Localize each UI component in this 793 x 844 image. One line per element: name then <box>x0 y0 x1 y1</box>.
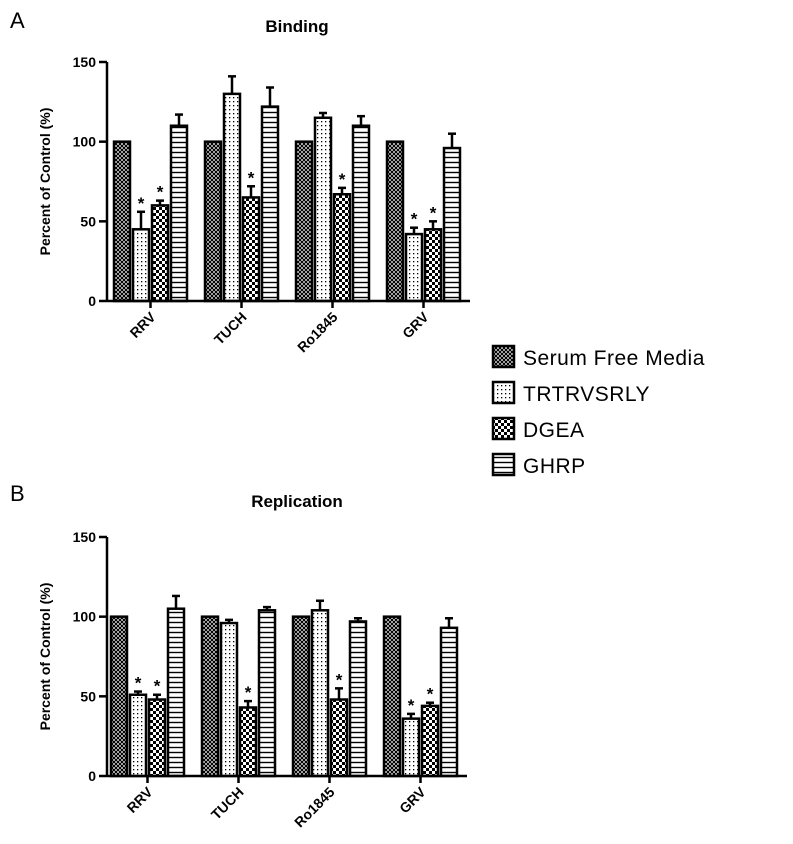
bar <box>203 140 223 303</box>
bar <box>150 204 170 303</box>
bar <box>385 140 405 303</box>
bar <box>332 192 352 303</box>
category-label: GRV <box>399 308 432 341</box>
bar <box>329 698 349 778</box>
bar <box>219 621 239 778</box>
significance-marker: * <box>138 194 145 213</box>
bar <box>128 693 148 778</box>
replication-panel: B Replication Percent of Control (%) * * RRV *… <box>10 481 467 830</box>
legend-label: Serum Free Media <box>523 347 705 370</box>
legend-label: GHRP <box>523 455 586 478</box>
significance-marker: * <box>427 685 434 704</box>
bar <box>166 607 186 778</box>
significance-marker: * <box>336 670 343 689</box>
category-label: Ro1845 <box>294 309 341 356</box>
bar <box>404 232 424 303</box>
significance-marker: * <box>339 170 346 189</box>
significance-marker: * <box>411 210 418 229</box>
significance-marker: * <box>245 683 252 702</box>
bar <box>222 92 242 303</box>
bar <box>109 615 129 778</box>
legend-swatch <box>491 416 516 441</box>
significance-marker: * <box>248 168 255 187</box>
y-tick-label: 150 <box>73 54 97 70</box>
bar <box>351 124 371 303</box>
legend-label: DGEA <box>523 419 585 442</box>
significance-marker: * <box>408 696 415 715</box>
bar <box>147 698 167 778</box>
bar <box>200 615 220 778</box>
legend-swatch <box>491 452 516 477</box>
y-tick-label: 50 <box>80 688 96 704</box>
y-tick-label: 0 <box>88 768 96 784</box>
bar <box>131 228 151 303</box>
category-label: GRV <box>396 783 429 816</box>
bar <box>238 706 258 778</box>
category-label: RRV <box>124 783 157 816</box>
legend-swatch <box>491 380 516 405</box>
legend-label: TRTRVSRLY <box>523 383 650 406</box>
category-label: TUCH <box>208 784 247 823</box>
bar <box>169 124 189 303</box>
bar <box>294 140 314 303</box>
bar <box>382 615 402 778</box>
significance-marker: * <box>430 203 437 222</box>
legend: Serum Free Media TRTRVSRLY DGEA GHRP <box>491 344 705 478</box>
category-label: RRV <box>127 308 160 341</box>
chart-title: Replication <box>251 492 343 511</box>
chart-title: Binding <box>265 17 328 36</box>
bar <box>112 140 132 303</box>
significance-marker: * <box>157 183 164 202</box>
replication-ylabel: Percent of Control (%) <box>37 583 53 731</box>
significance-marker: * <box>154 677 161 696</box>
bar <box>420 704 440 778</box>
bar <box>442 146 462 303</box>
significance-marker: * <box>135 674 142 693</box>
y-tick-label: 100 <box>73 134 97 150</box>
bar <box>423 228 443 303</box>
y-tick-label: 100 <box>73 609 97 625</box>
binding-ylabel: Percent of Control (%) <box>37 108 53 256</box>
y-tick-label: 150 <box>73 529 97 545</box>
bar <box>401 717 421 778</box>
panel-letter: B <box>10 481 25 506</box>
bar <box>241 196 261 303</box>
category-label: Ro1845 <box>291 784 338 831</box>
panel-letter: A <box>10 8 25 33</box>
bar <box>313 116 333 303</box>
category-label: TUCH <box>211 309 250 348</box>
bar <box>257 609 277 778</box>
bar <box>310 609 330 778</box>
legend-swatch <box>491 344 516 369</box>
binding-panel: A Binding Percent of Control (%) * * RRV * TUCH… <box>10 8 470 355</box>
bar <box>291 615 311 778</box>
y-tick-label: 0 <box>88 293 96 309</box>
y-tick-label: 50 <box>80 213 96 229</box>
bar <box>348 620 368 778</box>
bar <box>439 626 459 778</box>
bar <box>260 105 280 303</box>
